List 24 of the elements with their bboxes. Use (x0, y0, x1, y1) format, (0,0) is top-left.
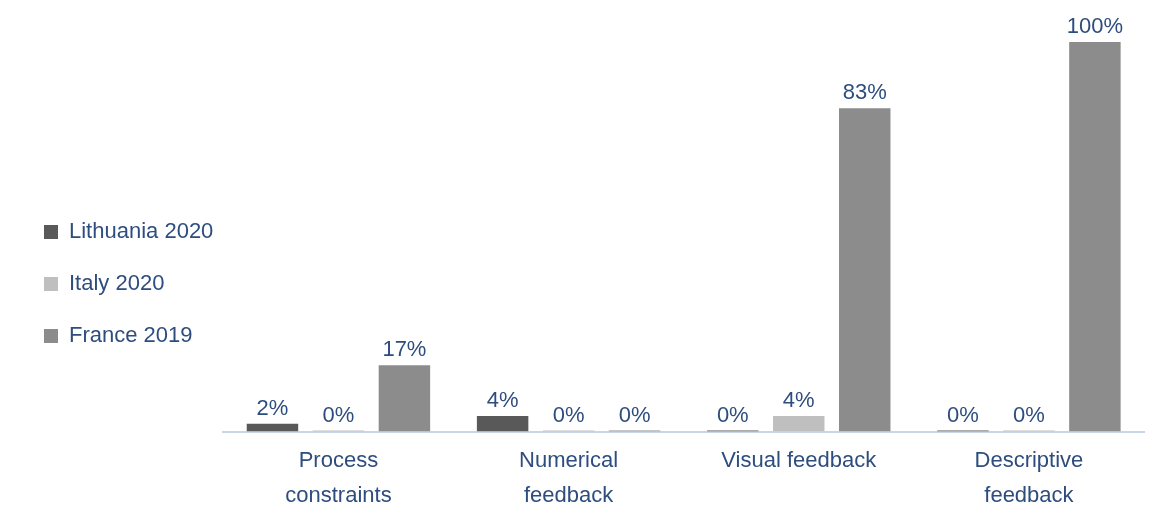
legend-label: France 2019 (69, 322, 193, 348)
x-tick-label: Descriptive feedback (974, 447, 1084, 508)
data-label: 2% (256, 394, 289, 420)
data-label: 0% (947, 401, 979, 427)
data-label: 0% (716, 401, 749, 427)
data-label: 83% (842, 79, 887, 105)
x-tick-label: Process constraints (285, 447, 392, 508)
bar (773, 416, 825, 432)
bar (378, 365, 431, 432)
data-label: 4% (782, 387, 815, 413)
legend-label: Lithuania 2020 (69, 218, 214, 244)
data-label: 17% (382, 336, 427, 362)
data-label: 0% (322, 401, 355, 427)
legend-label: Italy 2020 (69, 270, 165, 296)
x-tick-label: Numerical feedback (519, 447, 619, 508)
data-label: 100% (1066, 13, 1124, 39)
data-label: 0% (552, 401, 585, 427)
bar (839, 108, 891, 432)
data-label: 0% (1013, 401, 1045, 427)
bar (1069, 42, 1121, 432)
x-tick-label: Visual feedback (721, 447, 878, 473)
bar (476, 416, 529, 432)
data-label: 0% (618, 401, 651, 427)
data-label: 4% (486, 387, 519, 413)
